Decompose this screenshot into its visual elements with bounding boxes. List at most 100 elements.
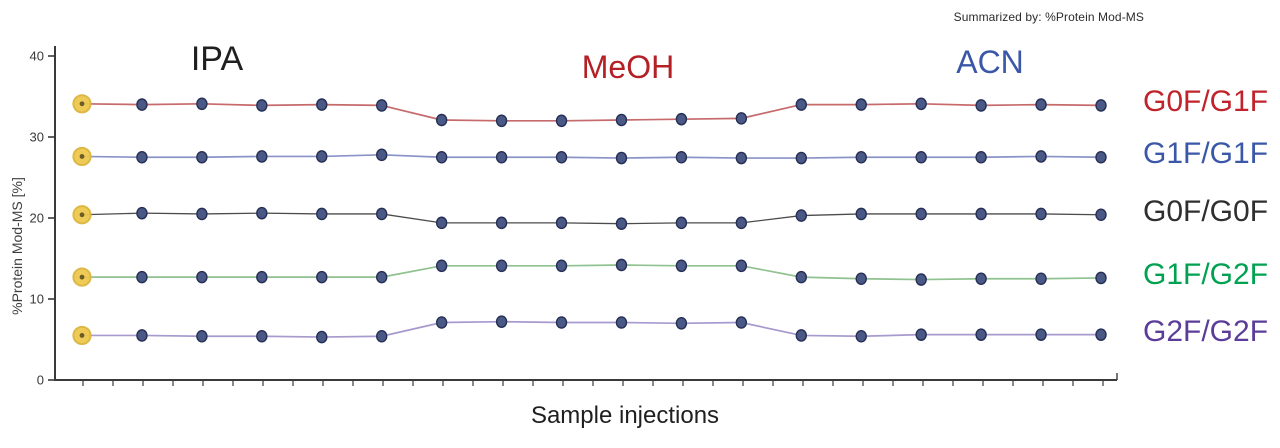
data-point — [136, 270, 148, 284]
legend-label-g0f-g1f: G0F/G1F — [1143, 85, 1269, 119]
data-point — [1095, 150, 1107, 164]
first-injection-dot — [79, 274, 85, 280]
data-point — [795, 209, 807, 222]
y-tick-label: 20 — [30, 211, 44, 226]
first-injection-dot — [79, 212, 85, 218]
region-title-acn: ACN — [956, 44, 1024, 80]
data-point — [855, 98, 867, 111]
data-point — [915, 273, 927, 286]
data-point — [495, 114, 508, 128]
data-point — [915, 328, 927, 341]
series-line-g1f-g1f — [81, 153, 1102, 159]
series-line-g0f-g1f — [81, 102, 1102, 122]
data-point — [975, 272, 987, 286]
data-point — [795, 329, 807, 342]
data-point — [555, 216, 568, 230]
legend-label-g2f-g2f: G2F/G2F — [1143, 314, 1269, 348]
data-point — [1095, 271, 1107, 285]
data-point — [795, 151, 807, 165]
data-point — [1035, 98, 1047, 111]
data-point — [435, 316, 448, 329]
y-tick-label: 40 — [30, 49, 44, 64]
data-point — [915, 97, 927, 111]
y-tick-label: 0 — [37, 373, 44, 388]
data-point — [1095, 99, 1107, 112]
data-point — [615, 316, 628, 329]
data-point — [735, 112, 748, 125]
data-point — [136, 329, 148, 342]
data-point — [316, 98, 328, 111]
data-point — [675, 150, 688, 164]
data-point — [795, 270, 807, 284]
data-point — [855, 329, 867, 343]
legend-label-g1f-g2f: G1F/G2F — [1143, 257, 1269, 291]
data-point — [735, 259, 748, 273]
data-point — [1095, 328, 1107, 341]
data-point — [196, 329, 208, 343]
region-title-ipa: IPA — [190, 40, 244, 78]
legend-label-g1f-g1f: G1F/G1F — [1143, 137, 1269, 171]
data-point — [376, 207, 388, 221]
data-point — [196, 270, 208, 284]
data-point — [735, 316, 748, 329]
data-point — [435, 150, 448, 164]
data-point — [855, 272, 867, 286]
y-tick-label: 10 — [30, 292, 44, 307]
data-point — [196, 207, 208, 221]
data-point — [376, 270, 388, 284]
first-injection-dot — [79, 333, 85, 338]
data-point — [1095, 208, 1107, 222]
data-point — [495, 259, 508, 273]
data-point — [675, 112, 688, 126]
data-point — [615, 113, 628, 127]
data-point — [855, 207, 867, 221]
data-point — [975, 328, 987, 341]
data-point — [256, 150, 268, 163]
data-point — [376, 148, 388, 162]
data-point — [675, 316, 688, 330]
series-line-g1f-g2f — [82, 264, 1102, 281]
data-point — [495, 216, 508, 230]
data-point — [555, 114, 568, 128]
data-point — [1035, 150, 1047, 163]
data-point — [376, 329, 388, 343]
region-title-meoh: MeOH — [581, 49, 675, 85]
data-point — [795, 98, 807, 111]
series-line-g2f-g2f — [82, 320, 1101, 338]
data-point — [256, 206, 268, 220]
data-point — [615, 151, 628, 165]
data-point — [1035, 328, 1047, 341]
data-point — [675, 259, 688, 273]
data-point — [256, 99, 268, 112]
data-point — [376, 99, 388, 112]
data-point — [1035, 272, 1047, 286]
y-tick-label: 30 — [30, 130, 44, 145]
series-line-g0f-g0f — [81, 212, 1102, 225]
data-point — [855, 150, 867, 164]
data-point — [316, 330, 328, 344]
first-injection-dot — [79, 154, 85, 159]
summary-note: Summarized by: %Protein Mod-MS — [953, 10, 1144, 24]
data-point — [915, 207, 927, 221]
x-axis-title: Sample injections — [530, 402, 720, 429]
first-injection-dot — [79, 101, 85, 107]
data-point — [675, 216, 688, 230]
data-point — [196, 150, 208, 164]
data-point — [435, 216, 448, 230]
data-point — [555, 150, 568, 164]
data-point — [256, 270, 268, 284]
data-point — [256, 329, 268, 343]
data-point — [136, 150, 148, 164]
legend-label-g0f-g0f: G0F/G0F — [1143, 194, 1269, 228]
data-point — [196, 97, 208, 111]
data-point — [136, 206, 148, 220]
data-point — [136, 98, 148, 111]
data-point — [975, 99, 987, 112]
data-point — [555, 259, 568, 273]
data-point — [615, 258, 628, 272]
data-point — [435, 259, 448, 273]
data-point — [1035, 207, 1047, 221]
data-point — [316, 207, 328, 221]
